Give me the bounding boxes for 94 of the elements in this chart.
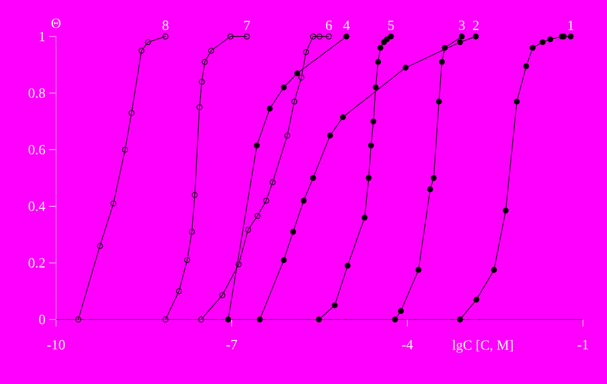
point — [128, 110, 134, 116]
point — [438, 59, 445, 65]
point — [427, 186, 434, 192]
y-tick-label: 0.6 — [28, 144, 46, 154]
y-tick-label: 0.8 — [28, 88, 45, 98]
series-label: 2 — [472, 20, 479, 30]
point — [202, 59, 208, 65]
point — [362, 214, 368, 221]
y-tick-label: 0.4 — [28, 202, 46, 212]
point — [176, 288, 182, 294]
point — [192, 192, 198, 198]
point — [416, 267, 422, 273]
point — [442, 44, 448, 51]
point — [208, 48, 214, 54]
point — [316, 34, 322, 40]
point — [502, 208, 509, 214]
y-axis-title: Θ — [52, 18, 60, 28]
point — [300, 198, 307, 204]
series-label: 6 — [326, 20, 332, 30]
point — [254, 212, 260, 219]
point — [144, 39, 151, 46]
point — [290, 228, 296, 235]
x-tick-label: -10 — [47, 340, 65, 350]
point — [340, 114, 346, 120]
point — [266, 106, 273, 112]
point — [280, 257, 287, 264]
point — [263, 198, 270, 204]
point — [398, 308, 404, 314]
point — [568, 34, 574, 40]
series-label: 8 — [162, 20, 168, 30]
point — [294, 70, 300, 76]
point — [303, 49, 309, 55]
series-label: 3 — [458, 20, 465, 30]
point — [344, 262, 351, 269]
series-label: 4 — [343, 20, 350, 30]
point — [375, 59, 381, 65]
series-label: 5 — [388, 20, 394, 30]
point — [377, 44, 384, 51]
point — [316, 316, 322, 322]
series-label: 1 — [568, 20, 574, 30]
point — [370, 118, 376, 124]
point — [196, 104, 202, 110]
point — [236, 261, 242, 268]
point — [402, 64, 409, 71]
point — [332, 302, 338, 308]
point — [430, 175, 437, 181]
point — [254, 142, 260, 148]
point — [270, 179, 276, 186]
point — [298, 74, 304, 80]
point — [392, 316, 398, 322]
point — [514, 98, 520, 105]
point — [343, 34, 350, 40]
point — [284, 132, 290, 138]
point — [96, 242, 103, 249]
point — [256, 316, 263, 322]
point — [457, 39, 463, 46]
series-label: 7 — [244, 20, 250, 30]
point — [219, 292, 226, 298]
x-axis-title: lgC [C, M] — [452, 340, 513, 353]
x-tick-label: -1 — [578, 340, 588, 350]
point — [198, 78, 205, 85]
point — [368, 142, 374, 148]
point — [110, 200, 116, 206]
x-tick-label: -7 — [226, 340, 238, 350]
point — [366, 175, 372, 181]
point — [225, 316, 232, 322]
point — [310, 175, 316, 181]
point — [372, 84, 379, 90]
point — [291, 98, 298, 105]
point — [245, 226, 251, 233]
point — [188, 228, 195, 235]
point — [473, 296, 480, 303]
point — [388, 34, 394, 40]
point — [327, 132, 333, 138]
point — [530, 44, 536, 51]
point — [491, 267, 497, 273]
point — [458, 34, 465, 40]
y-tick-label: 1 — [40, 32, 45, 42]
point — [122, 146, 128, 153]
point — [523, 63, 530, 70]
point — [280, 84, 287, 90]
point — [540, 39, 546, 46]
point — [184, 257, 190, 264]
point — [310, 34, 316, 40]
point — [472, 34, 479, 40]
point — [228, 34, 234, 40]
point — [547, 36, 554, 42]
y-tick-label: 0.2 — [28, 258, 45, 268]
point — [436, 98, 442, 105]
point — [384, 36, 390, 42]
point — [138, 48, 144, 54]
y-tick-label: 0 — [39, 314, 45, 324]
x-tick-label: -4 — [402, 340, 413, 350]
point — [457, 316, 463, 322]
